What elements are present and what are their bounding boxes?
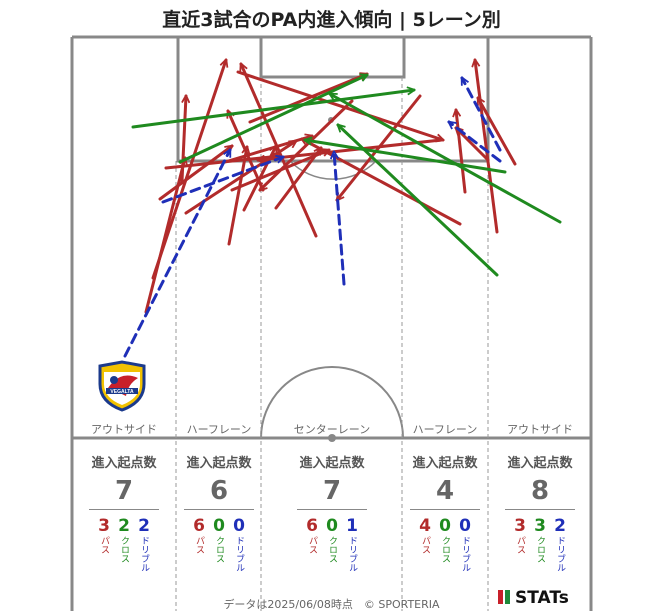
entry-arrows — [123, 60, 562, 358]
stat-header: 進入起点数 — [91, 456, 157, 471]
stat-breakdown: 3 パス 3 クロス 2 ドリブル — [494, 516, 586, 572]
pass-arrow-19 — [228, 111, 265, 192]
dribble-count: 1 ドリブル — [346, 516, 358, 572]
dribble-arrow-3 — [334, 152, 346, 286]
stats-logo: STATs — [498, 588, 569, 608]
stat-breakdown: 6 パス 0 クロス 0 ドリブル — [178, 516, 260, 572]
pass-count: 4 パス — [419, 516, 431, 554]
stat-total: 4 — [435, 476, 455, 506]
lane-stats-halfspace-left: 進入起点数 6 6 パス 0 クロス 0 ドリブル — [178, 452, 260, 572]
stat-total: 6 — [209, 476, 229, 506]
brand-name: STATs — [515, 588, 569, 608]
pass-arrow-13 — [258, 138, 443, 160]
cross-count: 0 クロス — [326, 516, 338, 563]
stat-total: 8 — [530, 476, 550, 506]
penalty-arc — [289, 160, 377, 180]
pass-arrow-2 — [151, 60, 226, 280]
stat-header: 進入起点数 — [507, 456, 573, 471]
pass-arrow-10 — [274, 148, 321, 210]
lane-stats-center: 進入起点数 7 6 パス 0 クロス 1 ドリブル — [270, 452, 394, 572]
stat-divider — [505, 509, 575, 510]
cross-count: 0 クロス — [213, 516, 225, 563]
stat-divider — [89, 509, 159, 510]
pass-arrow-21 — [248, 74, 367, 124]
pass-arrow-11 — [241, 64, 318, 238]
pass-arrow-3 — [158, 146, 232, 201]
cross-count: 2 クロス — [118, 516, 130, 563]
lane-stats-halfspace-right: 進入起点数 4 4 パス 0 クロス 0 ドリブル — [404, 452, 486, 572]
dribble-count: 0 ドリブル — [233, 516, 245, 572]
penalty-area — [176, 37, 490, 163]
stat-header: 進入起点数 — [299, 456, 365, 471]
vegalta-sendai-crest: VEGALTA — [98, 360, 146, 412]
pass-arrow-23 — [302, 137, 462, 226]
pass-arrow-12 — [236, 70, 443, 140]
cross-arrow-4 — [338, 125, 499, 277]
dribble-count: 2 ドリブル — [138, 516, 150, 572]
dribble-arrow-4 — [460, 78, 502, 152]
cross-count: 0 クロス — [439, 516, 451, 563]
dribble-arrow-1 — [123, 150, 232, 358]
lane-label-halfspace-right: ハーフレーン — [412, 423, 478, 436]
stat-divider — [410, 509, 480, 510]
dribble-count: 2 ドリブル — [554, 516, 566, 572]
goal-area — [259, 37, 406, 79]
dribble-arrow-2 — [161, 157, 283, 204]
dribble-count: 0 ドリブル — [459, 516, 471, 572]
cross-arrow-5 — [305, 140, 507, 174]
pass-arrow-14 — [456, 110, 467, 194]
pass-arrow-15 — [475, 60, 499, 234]
lane-label-center: センターレーン — [293, 423, 371, 436]
pass-count: 3 パス — [514, 516, 526, 554]
stat-header: 進入起点数 — [412, 456, 478, 471]
center-spot — [328, 434, 336, 442]
cross-arrow-2 — [178, 73, 367, 164]
pass-count: 3 パス — [98, 516, 110, 554]
lane-label-outside-right: アウトサイド — [507, 423, 573, 436]
dribble-arrow-5 — [449, 122, 502, 163]
cross-arrow-1 — [131, 90, 414, 129]
center-circle — [260, 366, 404, 439]
stat-divider — [297, 509, 367, 510]
pass-arrow-17 — [456, 128, 490, 162]
pass-arrow-6 — [227, 147, 247, 246]
lane-dividers — [175, 77, 489, 611]
stat-divider — [184, 509, 254, 510]
svg-text:VEGALTA: VEGALTA — [110, 389, 134, 395]
pass-arrow-1 — [144, 158, 185, 314]
pass-count: 6 パス — [193, 516, 205, 554]
logo-mark-green — [505, 590, 510, 604]
cross-arrow-3 — [330, 92, 562, 224]
lane-label-outside-left: アウトサイド — [91, 423, 157, 436]
stat-breakdown: 6 パス 0 クロス 1 ドリブル — [270, 516, 394, 572]
stat-breakdown: 3 パス 2 クロス 2 ドリブル — [80, 516, 168, 572]
pass-arrow-16 — [476, 98, 517, 166]
page-title: 直近3試合のPA内進入傾向 | 5レーン別 — [162, 9, 501, 31]
pass-arrow-8 — [223, 136, 312, 164]
pass-arrow-20 — [180, 96, 186, 183]
cross-count: 3 クロス — [534, 516, 546, 563]
pass-arrow-22 — [337, 94, 422, 200]
lane-stats-outside-right: 進入起点数 8 3 パス 3 クロス 2 ドリブル — [494, 452, 586, 572]
stat-header: 進入起点数 — [186, 456, 252, 471]
stat-total: 7 — [322, 476, 342, 506]
pass-count: 6 パス — [306, 516, 318, 554]
lane-label-halfspace-left: ハーフレーン — [186, 423, 252, 436]
logo-mark-red — [498, 590, 503, 604]
data-timestamp-footer: データは2025/06/08時点 © SPORTERIA — [223, 598, 440, 611]
stat-breakdown: 4 パス 0 クロス 0 ドリブル — [404, 516, 486, 572]
stat-total: 7 — [114, 476, 134, 506]
lane-stats-outside-left: 進入起点数 7 3 パス 2 クロス 2 ドリブル — [80, 452, 168, 572]
